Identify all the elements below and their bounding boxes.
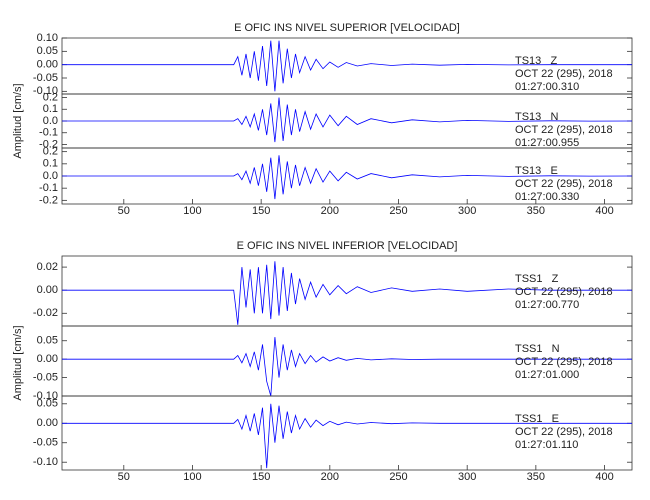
y-tick-label: 0.1 (43, 103, 58, 115)
x-tick-label: 150 (252, 205, 270, 217)
time-label: 01:27:00.955 (515, 137, 579, 149)
time-label: 01:27:00.310 (515, 81, 579, 93)
time-label: 01:27:01.110 (515, 439, 578, 451)
time-label: 01:27:00.770 (515, 299, 579, 311)
y-tick-label: 0.1 (43, 158, 58, 170)
x-tick-label: 150 (252, 471, 270, 483)
x-tick-label: 250 (389, 471, 407, 483)
y-tick-label: -0.10 (33, 456, 58, 468)
waveform (62, 337, 632, 397)
y-tick-label: -0.05 (33, 72, 58, 84)
x-tick-label: 50 (118, 471, 130, 483)
y-tick-label: 0.02 (37, 261, 58, 273)
date-label: OCT 22 (295), 2018 (515, 178, 613, 190)
panel-frame (61, 395, 633, 471)
station-label: TS13 E (515, 165, 558, 177)
waveform (62, 403, 632, 469)
waveform (62, 261, 632, 325)
y-tick-label: 0.00 (37, 353, 58, 365)
y-tick-label: -0.05 (33, 437, 58, 449)
y-tick-label: 0.05 (37, 398, 58, 410)
x-tick-label: 100 (183, 205, 201, 217)
x-tick-label: 400 (595, 471, 613, 483)
figure-title: E OFIC INS NIVEL INFERIOR [VELOCIDAD] (237, 240, 458, 252)
x-tick-label: 200 (321, 471, 339, 483)
x-tick-label: 400 (595, 205, 613, 217)
station-label: TS13 N (515, 111, 558, 123)
station-label: TSS1 N (515, 343, 560, 355)
waveform (62, 97, 633, 143)
y-tick-label: -0.2 (39, 138, 58, 150)
y-axis-label: Amplitud [cm/s] (12, 325, 24, 400)
time-label: 01:27:01.000 (515, 369, 579, 381)
x-tick-label: 200 (321, 205, 339, 217)
date-label: OCT 22 (295), 2018 (515, 356, 613, 368)
y-tick-label: 0.00 (37, 284, 58, 296)
y-tick-label: -0.2 (39, 194, 58, 206)
station-label: TS13 Z (515, 55, 557, 67)
date-label: OCT 22 (295), 2018 (515, 286, 613, 298)
station-label: TSS1 E (515, 413, 559, 425)
x-tick-label: 300 (458, 205, 476, 217)
x-tick-label: 300 (458, 471, 476, 483)
x-tick-label: 250 (389, 205, 407, 217)
y-tick-label: 0.2 (43, 146, 58, 158)
y-tick-label: 0.00 (37, 59, 58, 71)
date-label: OCT 22 (295), 2018 (515, 68, 613, 80)
y-axis-label: Amplitud [cm/s] (12, 83, 24, 158)
date-label: OCT 22 (295), 2018 (515, 124, 613, 136)
y-tick-label: 0.2 (43, 91, 58, 103)
y-tick-label: -0.10 (33, 390, 58, 402)
date-label: OCT 22 (295), 2018 (515, 426, 613, 438)
station-label: TSS1 Z (515, 273, 559, 285)
x-tick-label: 350 (527, 205, 545, 217)
figure-title: E OFIC INS NIVEL SUPERIOR [VELOCIDAD] (234, 22, 460, 34)
y-tick-label: -0.1 (39, 182, 58, 194)
y-tick-label: 0.0 (43, 170, 58, 182)
x-tick-label: 350 (527, 471, 545, 483)
waveform (62, 40, 632, 92)
y-tick-label: 0.0 (43, 115, 58, 127)
x-tick-label: 50 (118, 205, 130, 217)
y-tick-label: -0.02 (33, 307, 58, 319)
y-tick-label: 0.10 (37, 32, 58, 44)
y-tick-label: -0.10 (33, 85, 58, 97)
x-tick-label: 100 (183, 471, 201, 483)
y-tick-label: 0.05 (37, 335, 58, 347)
y-tick-label: -0.1 (39, 127, 58, 139)
y-tick-label: -0.05 (33, 371, 58, 383)
time-label: 01:27:00.330 (515, 191, 579, 203)
y-tick-label: 0.00 (37, 417, 58, 429)
waveform (62, 155, 633, 200)
y-tick-label: 0.05 (37, 45, 58, 57)
